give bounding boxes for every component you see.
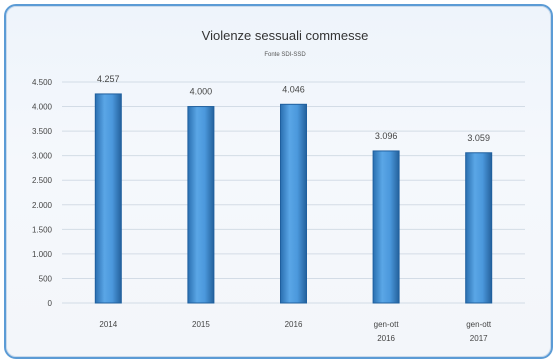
y-tick-label: 2.500 — [32, 176, 53, 185]
y-tick-label: 3.000 — [32, 152, 53, 161]
y-tick-label: 3.500 — [32, 127, 53, 136]
x-tick-label: 2014 — [99, 320, 117, 329]
y-axis: 0 500 1.000 1.500 2.000 2.500 3.000 3.500 4.000 4… — [32, 78, 53, 308]
y-tick-label: 0 — [48, 299, 53, 308]
bar — [94, 93, 122, 304]
chart-title: Violenze sessuali commesse — [202, 28, 369, 43]
data-label: 3.096 — [375, 131, 398, 141]
x-tick-label: 2016 — [285, 320, 303, 329]
data-label: 4.257 — [97, 74, 120, 84]
x-axis: 2014 2015 2016 gen-ott 2016 gen-ott 2017 — [99, 320, 492, 343]
data-label: 3.059 — [467, 133, 490, 143]
x-tick-label: 2016 — [377, 334, 395, 343]
x-tick-label: gen-ott — [466, 320, 492, 329]
x-tick-label: 2017 — [470, 334, 488, 343]
bars — [94, 93, 493, 304]
x-tick-label: gen-ott — [374, 320, 400, 329]
y-tick-label: 1.500 — [32, 225, 53, 234]
bar — [465, 152, 493, 304]
x-tick-label: 2015 — [192, 320, 210, 329]
chart-subtitle: Fonte SDI-SSD — [264, 52, 306, 58]
bar — [280, 103, 307, 304]
bar — [372, 150, 400, 304]
y-tick-label: 4.000 — [32, 103, 53, 112]
y-tick-label: 2.000 — [32, 201, 53, 210]
y-tick-label: 500 — [39, 274, 53, 283]
data-label: 4.000 — [190, 87, 213, 97]
value-labels: 4.257 4.000 4.046 3.096 3.059 — [97, 74, 490, 143]
data-label: 4.046 — [282, 84, 305, 94]
bar — [187, 106, 215, 304]
y-tick-label: 4.500 — [32, 78, 53, 87]
y-tick-label: 1.000 — [32, 250, 53, 259]
